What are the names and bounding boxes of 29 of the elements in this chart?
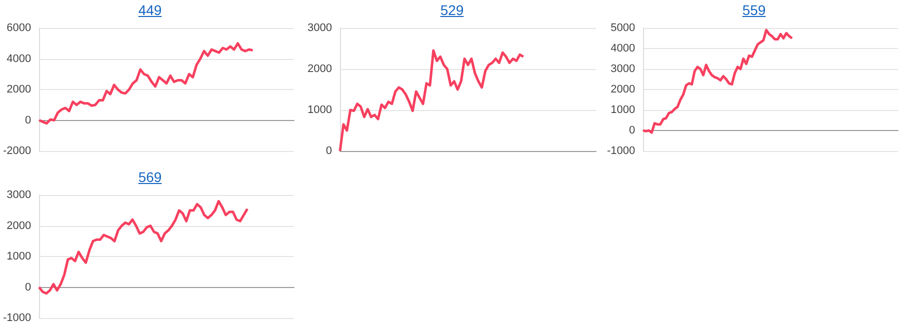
y-tick-label: 1000 [6,250,32,262]
line-series [338,49,525,152]
y-tick-label: 5000 [610,22,636,34]
y-tick-label: -2000 [2,145,32,157]
chart-title: 529 [440,2,464,18]
y-tick-label: 2000 [308,63,332,75]
y-tick-label: 1000 [610,104,636,116]
y-tick-label: -1000 [2,312,32,324]
y-tick-label: 3000 [6,189,32,201]
y-tick-label: 0 [629,124,636,136]
y-tick-label: 4000 [6,52,32,65]
chart-title: 449 [138,2,162,18]
y-tick-label: 0 [326,145,332,157]
y-tick-label: 2000 [610,84,636,96]
line-series [38,200,249,295]
line-series [38,42,254,125]
y-tick-label: 2000 [6,220,32,232]
y-tick-label: 1000 [308,104,332,116]
chart-title: 559 [742,2,766,18]
y-tick-label: 3000 [308,22,332,34]
y-tick-label: 2000 [6,84,32,96]
y-tick-label: 0 [25,114,32,126]
y-tick-label: 0 [25,281,32,294]
y-tick-label: -1000 [606,145,636,157]
line-series [642,28,794,134]
chart-title: 569 [138,169,162,185]
y-tick-label: 4000 [610,42,636,54]
y-tick-label: 3000 [610,63,636,75]
y-tick-label: 6000 [6,22,32,34]
